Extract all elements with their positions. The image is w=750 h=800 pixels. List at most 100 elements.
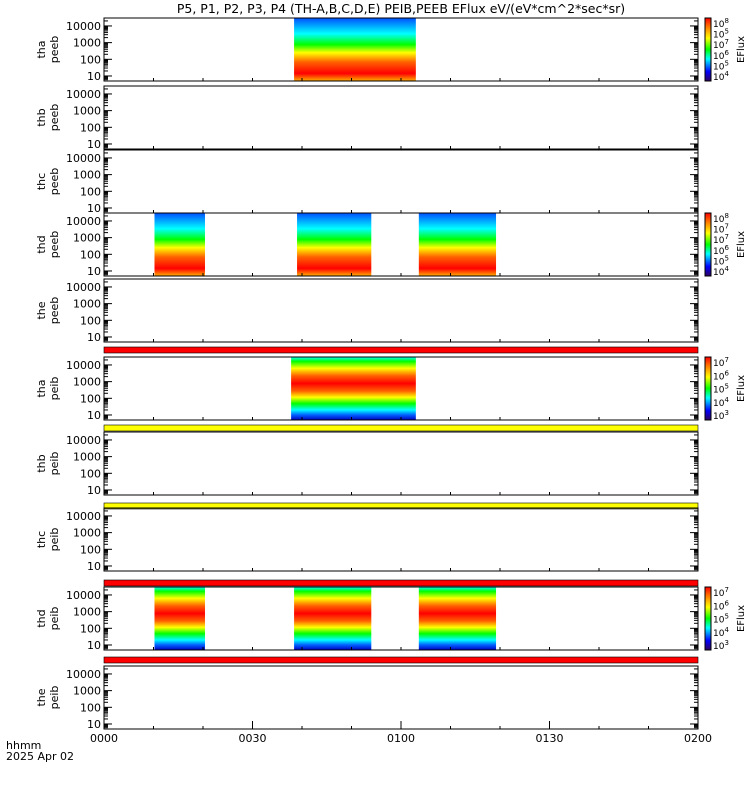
y-tick-label: 100	[80, 467, 101, 480]
y-axis-label-product: peib	[48, 686, 61, 710]
y-tick-label: 10000	[66, 152, 101, 165]
y-tick-label: 1000	[73, 298, 101, 311]
spectrogram-block	[294, 587, 372, 650]
colorbar-tick-label: 106	[713, 369, 729, 382]
y-tick-label: 10000	[66, 589, 101, 602]
y-tick-label: 1000	[73, 169, 101, 182]
quality-flag-bar	[103, 502, 699, 510]
colorbar-tick-label: 103	[713, 639, 729, 652]
y-tick-label: 100	[80, 121, 101, 134]
panel-thd-peeb: 10000 1000 100 10 thd peeb 108107107106105104E…	[35, 212, 747, 278]
colorbar-label: EFlux	[736, 375, 747, 402]
spectrogram-block	[418, 587, 497, 650]
colorbar-tick-label: 107	[713, 586, 729, 599]
y-tick-label: 10000	[66, 215, 101, 228]
y-axis-label-probe: the	[35, 688, 48, 706]
y-tick-label: 10	[87, 560, 101, 573]
y-tick-label: 10000	[66, 88, 101, 101]
panel-the-peib: 10000 1000 100 10 the peib	[35, 665, 699, 731]
panel-frame	[103, 149, 699, 214]
y-tick-label: 1000	[73, 232, 101, 245]
colorbar-label: EFlux	[736, 231, 747, 258]
colorbar-tick-label: 104	[713, 396, 729, 409]
y-axis-label-probe: the	[35, 301, 48, 319]
y-tick-label: 100	[80, 248, 101, 261]
y-tick-label: 1000	[73, 451, 101, 464]
panel-frame	[103, 431, 699, 496]
x-tick-label: 0130	[536, 732, 564, 745]
colorbar-scale	[704, 356, 712, 421]
panel-thc-peib: 10000 1000 100 10 thc peib	[35, 507, 699, 587]
x-axis-var-label: hhmm	[6, 739, 42, 752]
colorbar-label: EFlux	[736, 36, 747, 63]
colorbar-tick-label: 106	[713, 599, 729, 612]
y-tick-label: 10000	[66, 434, 101, 447]
spectrogram-block	[291, 357, 416, 420]
quality-flag-bar	[103, 424, 699, 432]
y-tick-label: 100	[80, 185, 101, 198]
spectrogram-block	[294, 18, 416, 81]
y-axis-label-product: peib	[48, 607, 61, 631]
y-tick-label: 1000	[73, 105, 101, 118]
panel-thc-peeb: 10000 1000 100 10 thc peeb	[35, 149, 699, 215]
quality-flag-bar	[103, 656, 699, 664]
y-tick-label: 1000	[73, 606, 101, 619]
y-axis-label-probe: tha	[35, 379, 48, 397]
y-tick-label: 10000	[66, 281, 101, 294]
y-axis-label-product: peeb	[48, 104, 61, 132]
y-tick-label: 10	[87, 639, 101, 652]
quality-flag-bar	[103, 346, 699, 354]
y-axis-label-probe: tha	[35, 40, 48, 58]
colorbar-scale	[704, 586, 712, 651]
y-tick-label: 1000	[73, 685, 101, 698]
x-tick-label: 0030	[239, 732, 267, 745]
panel-frame	[103, 85, 699, 150]
colorbar-tick-label: 107	[713, 356, 729, 369]
x-tick-label: 0200	[684, 732, 712, 745]
y-axis-label-probe: thc	[35, 173, 48, 190]
panel-tha-peeb: 10000 1000 100 10 tha peeb 108105107106105104E…	[35, 17, 747, 83]
y-tick-label: 10	[87, 409, 101, 422]
colorbar-scale	[704, 212, 712, 277]
x-tick-label: 0100	[387, 732, 415, 745]
y-axis-label-probe: thb	[35, 108, 48, 126]
y-tick-label: 1000	[73, 376, 101, 389]
y-tick-label: 1000	[73, 37, 101, 50]
y-tick-label: 100	[80, 53, 101, 66]
spectrogram-block	[418, 213, 497, 276]
y-tick-label: 100	[80, 392, 101, 405]
y-axis-label-product: peib	[48, 528, 61, 552]
y-tick-label: 10	[87, 331, 101, 344]
y-tick-label: 10000	[66, 668, 101, 681]
spectrogram-block	[154, 587, 205, 650]
y-axis-label-probe: thc	[35, 531, 48, 548]
x-axis-date-label: 2025 Apr 02	[6, 750, 75, 763]
colorbar-tick-label: 104	[713, 626, 729, 639]
panel-frame	[103, 507, 699, 572]
colorbar-tick-label: 103	[713, 409, 729, 422]
spectrogram-block	[154, 213, 205, 276]
y-axis-label-probe: thd	[35, 235, 48, 253]
y-axis-label-product: peib	[48, 377, 61, 401]
y-tick-label: 10	[87, 70, 101, 83]
y-tick-label: 100	[80, 543, 101, 556]
x-tick-label: 0000	[90, 732, 118, 745]
colorbar-scale	[704, 17, 712, 82]
y-axis-label-probe: thd	[35, 609, 48, 627]
panel-thb-peib: 10000 1000 100 10 thb peib	[35, 431, 699, 510]
y-tick-label: 10	[87, 718, 101, 731]
y-axis-label-product: peeb	[48, 36, 61, 64]
y-axis-label-product: peib	[48, 452, 61, 476]
colorbar-tick-label: 105	[713, 613, 729, 626]
y-tick-label: 10	[87, 138, 101, 151]
y-tick-label: 10000	[66, 20, 101, 33]
y-tick-label: 100	[80, 314, 101, 327]
panel-the-peeb: 10000 1000 100 10 the peeb	[35, 278, 699, 354]
